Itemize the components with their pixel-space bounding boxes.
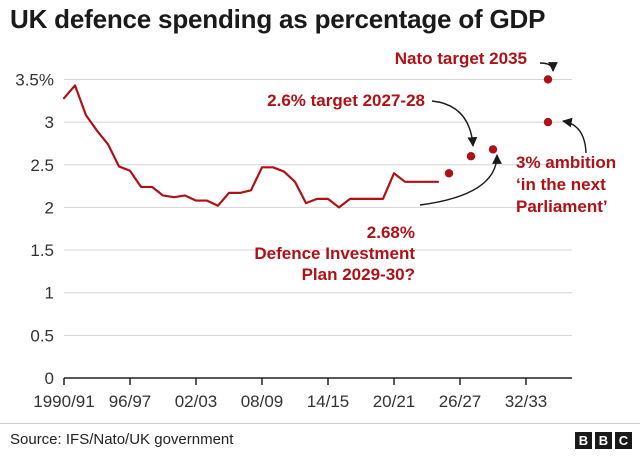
nato-arrow [539, 62, 558, 72]
defence-spending-chart: 0 0.5 1 1.5 2 2.5 3 3.5% 1990/91 96/97 02/03 08/09 1… [15, 49, 616, 411]
ambition-arrow [562, 117, 587, 154]
nato-2035-point [543, 75, 553, 84]
x-tick-label: 08/09 [241, 392, 284, 411]
x-tick-label: 96/97 [109, 392, 152, 411]
x-tick-label: 1990/91 [33, 392, 94, 411]
x-tick-label: 14/15 [307, 392, 350, 411]
x-tick-label: 20/21 [373, 392, 416, 411]
target-points [444, 75, 553, 178]
bbc-logo-letter: B [575, 432, 592, 449]
investment-plan-label-line: 2.68% [367, 223, 415, 242]
plan-2029-point [488, 145, 498, 154]
target-2027-point [466, 152, 476, 161]
chart-title: UK defence spending as percentage of GDP [10, 4, 546, 34]
target-2027-arrow [431, 100, 478, 147]
y-tick-label: 0.5 [30, 326, 54, 345]
x-tick-label: 32/33 [505, 392, 548, 411]
y-tick-label: 2 [45, 198, 54, 217]
y-tick-label: 1.5 [30, 241, 54, 260]
ambition-3pct-point [543, 117, 553, 127]
ambition-label-line: Parliament’ [516, 197, 608, 216]
bbc-logo: B B C [575, 432, 632, 449]
bbc-logo-letter: C [615, 432, 632, 449]
ambition-label-line: 3% ambition [516, 153, 616, 172]
axes: 0 0.5 1 1.5 2 2.5 3 3.5% 1990/91 96/97 02/03 08/09 1… [15, 70, 572, 411]
investment-plan-arrow [419, 154, 502, 206]
spending-series [62, 84, 440, 209]
y-tick-label: 1 [45, 284, 54, 303]
investment-plan-label-line: Plan 2029-30? [302, 265, 415, 284]
spending-line [62, 84, 440, 209]
investment-plan-label-line: Defence Investment [254, 244, 415, 263]
y-tick-label: 0 [45, 369, 54, 388]
annotations: Nato target 2035 2.6% target 2027-28 2.68%… [254, 49, 616, 284]
source-note: Source: IFS/Nato/UK government [10, 431, 234, 448]
y-tick-label: 3 [45, 113, 54, 132]
target-2027-label-line: 2.6% target 2027-28 [267, 91, 425, 110]
gridlines [64, 78, 572, 336]
footer-divider [0, 423, 640, 424]
y-tick-label: 3.5% [15, 70, 54, 89]
nato-target-label-line: Nato target 2035 [395, 49, 527, 68]
x-tick-label: 26/27 [439, 392, 482, 411]
ambition-label-line: ‘in the next [516, 175, 606, 194]
x-tick-label: 02/03 [175, 392, 218, 411]
y-tick-label: 2.5 [30, 156, 54, 175]
bbc-logo-letter: B [595, 432, 612, 449]
latest-point [444, 169, 454, 178]
